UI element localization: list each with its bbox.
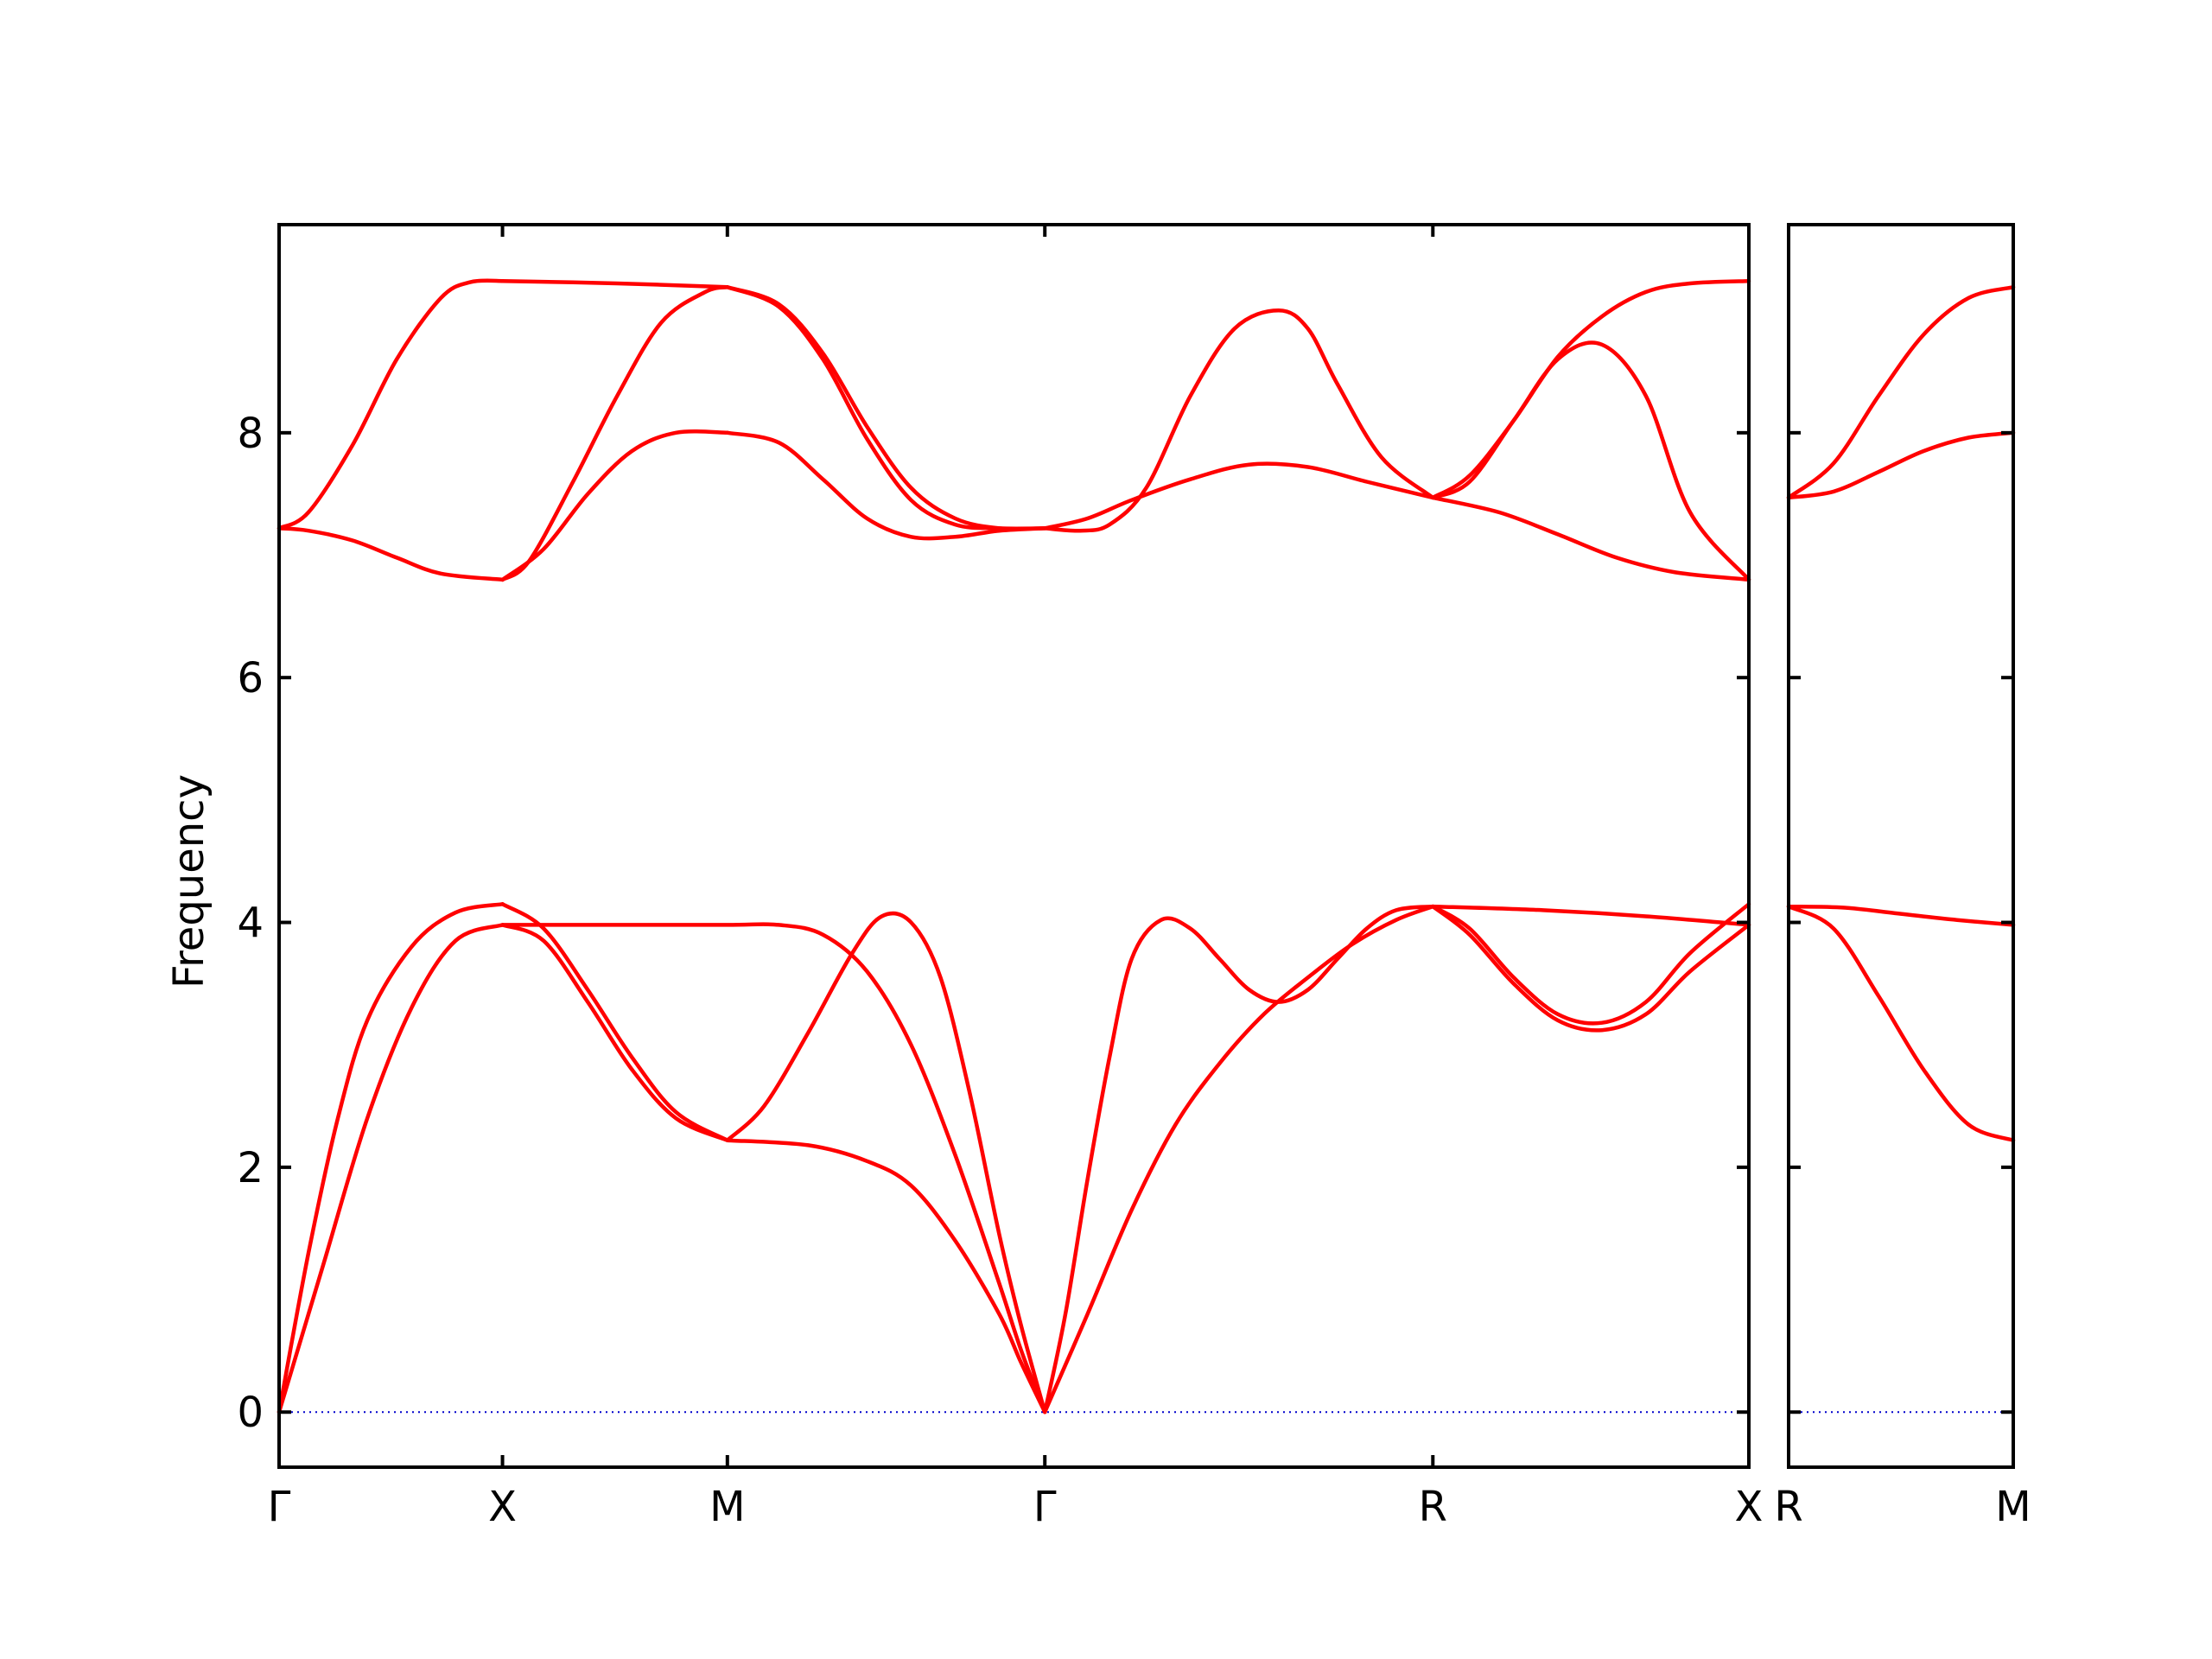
- x-tick-label-main-5: X: [1735, 1483, 1764, 1531]
- plot-frame-side: [1787, 223, 2015, 1469]
- band-side-3: [1786, 904, 2016, 1142]
- y-axis-label: Frequency: [165, 774, 213, 988]
- y-tick-label-8: 8: [237, 410, 264, 458]
- band-side-1: [1786, 285, 2016, 500]
- plot-frame-main: [277, 223, 1751, 1469]
- y-tick-label-6: 6: [237, 654, 264, 702]
- band-main-6: [500, 278, 730, 289]
- band-main-19: [500, 922, 1047, 1414]
- x-tick-label-main-1: X: [488, 1483, 517, 1531]
- band-main-0: [276, 526, 505, 582]
- band-main-14: [500, 902, 730, 1142]
- band-main-24: [1431, 902, 1751, 1026]
- band-main-22: [500, 923, 730, 1142]
- band-side-2: [1786, 904, 2016, 927]
- band-main-11: [725, 285, 1047, 531]
- band-main-12: [1431, 340, 1751, 582]
- y-tick-label-4: 4: [237, 899, 264, 948]
- band-main-5: [276, 278, 505, 531]
- band-main-13: [276, 902, 505, 1414]
- y-tick-label-2: 2: [237, 1144, 264, 1192]
- x-tick-label-main-3: Γ: [1033, 1483, 1057, 1531]
- band-main-4: [1431, 495, 1751, 582]
- band-main-20: [1042, 904, 1435, 1414]
- band-main-1: [500, 429, 730, 582]
- band-main-18: [276, 923, 505, 1414]
- band-main-23: [725, 1138, 1047, 1414]
- x-tick-label-main-2: M: [709, 1483, 745, 1531]
- band-main-9: [1431, 278, 1751, 500]
- band-side-0: [1786, 430, 2016, 500]
- band-main-15: [725, 911, 1047, 1414]
- band-main-8: [1042, 308, 1435, 533]
- band-main-2: [725, 430, 1047, 541]
- band-main-3: [1042, 461, 1435, 531]
- main-panel: 0 2 4 6 8 Γ X M Γ R X: [237, 223, 1764, 1531]
- band-main-17: [1431, 904, 1751, 1033]
- x-tick-label-main-4: R: [1419, 1483, 1447, 1531]
- band-main-21: [1431, 904, 1751, 927]
- band-main-10: [500, 285, 730, 582]
- x-tick-label-side-0: R: [1774, 1483, 1802, 1531]
- y-tick-label-0: 0: [237, 1389, 264, 1437]
- band-main-16: [1042, 904, 1435, 1414]
- band-main-7: [725, 285, 1047, 531]
- x-tick-label-main-0: Γ: [268, 1483, 291, 1531]
- x-tick-label-side-1: M: [1995, 1483, 2031, 1531]
